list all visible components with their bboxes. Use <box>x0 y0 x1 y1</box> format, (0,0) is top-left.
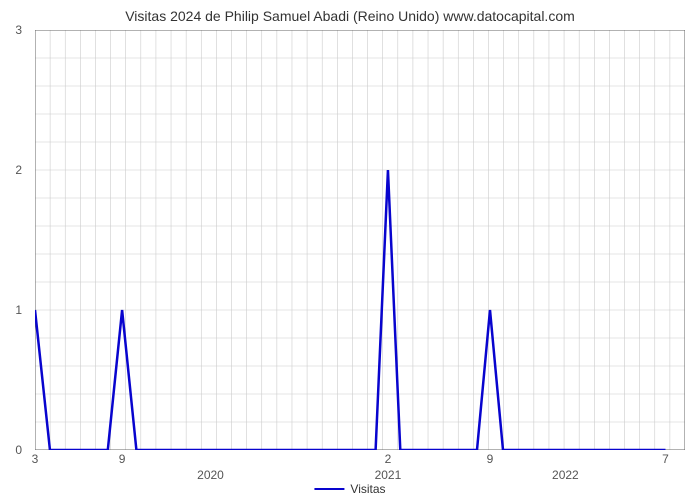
legend-line-swatch <box>314 488 344 491</box>
legend-label: Visitas <box>350 482 385 496</box>
chart-container: Visitas 2024 de Philip Samuel Abadi (Rei… <box>0 0 700 500</box>
x-tick-label: 9 <box>119 452 126 466</box>
x-axis-labels: 39297202020212022 <box>35 452 685 472</box>
y-tick-label: 3 <box>15 23 22 37</box>
x-tick-label: 7 <box>662 452 669 466</box>
x-tick-label: 9 <box>487 452 494 466</box>
y-tick-label: 1 <box>15 303 22 317</box>
x-tick-label: 3 <box>32 452 39 466</box>
y-axis-labels: 0123 <box>0 30 30 450</box>
plot-svg <box>35 30 685 450</box>
x-tick-label: 2 <box>385 452 392 466</box>
plot-area <box>35 30 685 450</box>
y-tick-label: 0 <box>15 443 22 457</box>
x-year-label: 2021 <box>375 468 402 482</box>
legend: Visitas <box>314 482 385 496</box>
x-year-label: 2022 <box>552 468 579 482</box>
chart-title: Visitas 2024 de Philip Samuel Abadi (Rei… <box>0 0 700 28</box>
y-tick-label: 2 <box>15 163 22 177</box>
x-year-label: 2020 <box>197 468 224 482</box>
